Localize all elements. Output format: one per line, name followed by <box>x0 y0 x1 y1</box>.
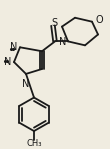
Text: O: O <box>96 15 104 25</box>
Text: N: N <box>4 57 11 67</box>
Text: S: S <box>51 18 57 28</box>
Text: N: N <box>10 42 17 52</box>
Text: CH₃: CH₃ <box>26 139 42 148</box>
Text: N: N <box>22 79 30 89</box>
Text: N: N <box>59 37 66 47</box>
